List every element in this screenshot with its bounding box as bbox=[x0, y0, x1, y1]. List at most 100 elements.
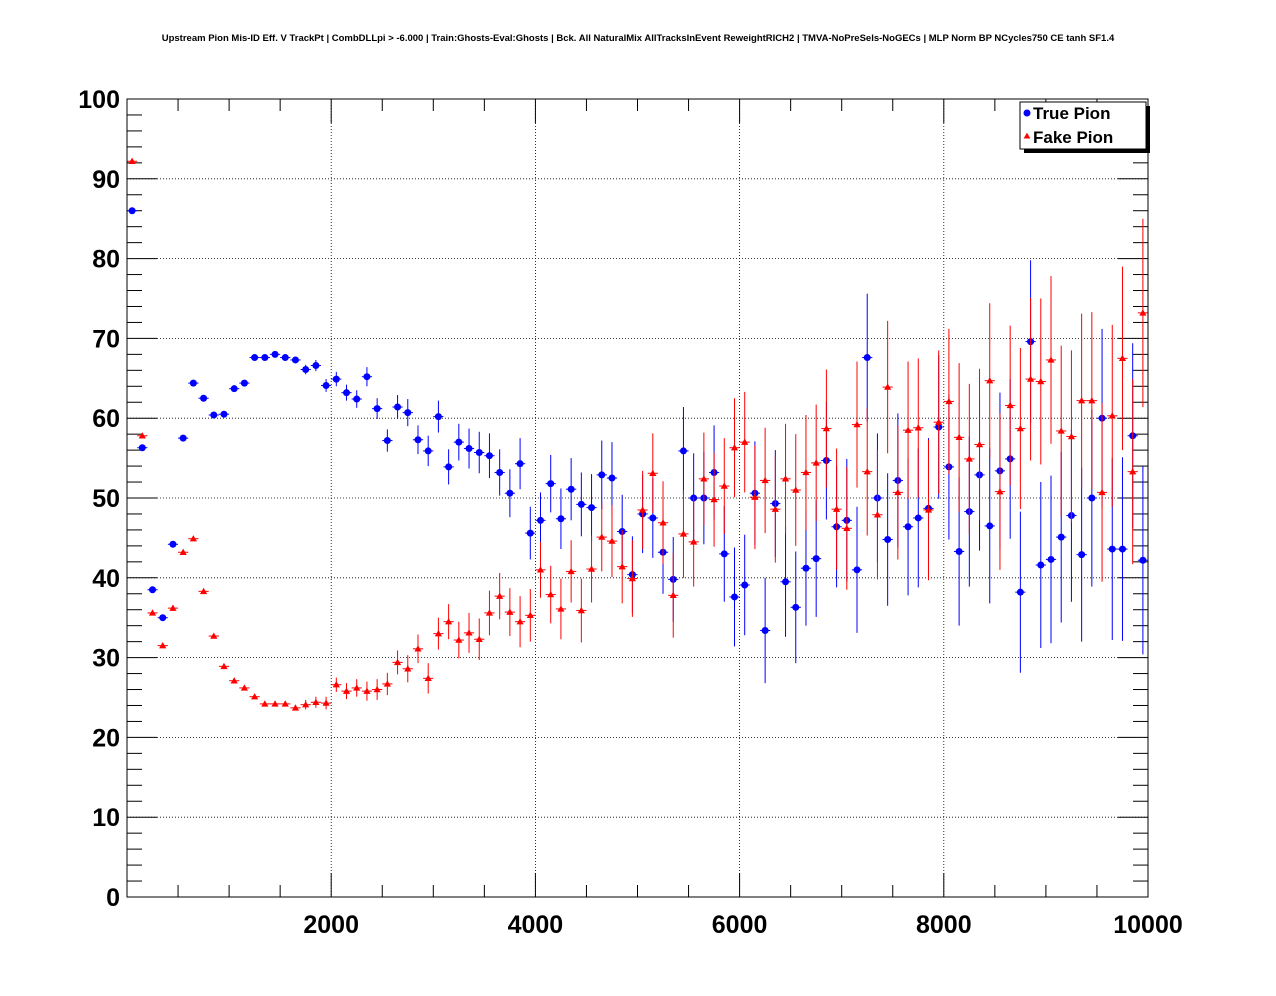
y-tick-label: 20 bbox=[92, 724, 120, 752]
x-tick-label: 6000 bbox=[712, 911, 768, 939]
fake-pion-point bbox=[547, 590, 555, 598]
true-pion-point bbox=[465, 445, 473, 453]
fake-pion-point bbox=[1047, 356, 1055, 363]
true-pion-point bbox=[986, 522, 994, 530]
fake-pion-point bbox=[771, 505, 779, 512]
fake-pion-point bbox=[526, 611, 534, 619]
x-tick-label: 10000 bbox=[1113, 911, 1183, 939]
fake-pion-point bbox=[179, 548, 187, 555]
true-pion-point bbox=[1016, 588, 1024, 596]
true-pion-point bbox=[567, 485, 575, 493]
true-pion-point bbox=[159, 614, 167, 622]
fake-pion-point bbox=[230, 677, 238, 684]
y-tick-label: 90 bbox=[92, 166, 120, 194]
fake-pion-point bbox=[741, 438, 749, 445]
plot-frame bbox=[126, 98, 1149, 898]
true-pion-point bbox=[853, 566, 861, 574]
fake-pion-point bbox=[506, 608, 514, 615]
true-pion-point bbox=[1088, 494, 1096, 502]
true-pion-point bbox=[230, 385, 238, 393]
fake-pion-point bbox=[414, 645, 422, 652]
true-pion-point bbox=[547, 480, 555, 488]
fake-pion-point bbox=[1037, 377, 1045, 385]
true-pion-point bbox=[210, 411, 218, 419]
true-pion-point bbox=[802, 564, 810, 572]
legend-marker-fake-pion bbox=[1023, 132, 1031, 139]
fake-pion-point bbox=[302, 701, 310, 708]
fake-pion-point bbox=[986, 377, 994, 384]
true-pion-point bbox=[496, 468, 504, 476]
true-pion-point bbox=[598, 471, 606, 479]
fake-pion-point bbox=[904, 426, 912, 433]
fake-pion-point bbox=[424, 674, 432, 682]
true-pion-point bbox=[720, 550, 728, 558]
fake-pion-point bbox=[945, 397, 953, 405]
true-pion-point bbox=[240, 379, 248, 387]
fake-pion-point bbox=[1129, 468, 1137, 475]
x-tick-label: 2000 bbox=[303, 911, 359, 939]
true-pion-point bbox=[353, 395, 361, 403]
true-pion-point bbox=[434, 413, 442, 421]
y-tick-label: 70 bbox=[92, 325, 120, 353]
true-pion-point bbox=[373, 405, 381, 413]
fake-pion-point bbox=[1118, 354, 1127, 362]
fake-pion-point bbox=[1088, 397, 1096, 404]
fake-pion-point bbox=[516, 618, 524, 625]
fake-pion-point bbox=[1067, 432, 1076, 440]
true-pion-point bbox=[455, 438, 463, 446]
fake-pion-point bbox=[485, 609, 494, 616]
fake-pion-point bbox=[965, 455, 973, 462]
fake-pion-point bbox=[649, 469, 657, 476]
true-pion-point bbox=[1078, 551, 1086, 559]
axis-ticks bbox=[127, 98, 1149, 898]
true-pion-point bbox=[516, 460, 524, 468]
true-pion-point bbox=[445, 463, 453, 471]
true-pion-point bbox=[312, 362, 320, 370]
fake-pion-point bbox=[894, 488, 902, 496]
fake-pion-point bbox=[496, 592, 504, 599]
fake-pion-point bbox=[220, 662, 228, 670]
fake-pion-point bbox=[363, 687, 371, 694]
true-pion-point bbox=[782, 578, 790, 586]
fake-pion-point bbox=[557, 605, 565, 612]
x-tick-label: 4000 bbox=[508, 911, 564, 939]
fake-pion-point bbox=[1016, 424, 1024, 432]
y-tick-label: 10 bbox=[92, 804, 120, 832]
true-pion-point bbox=[741, 581, 749, 589]
fake-pion-point bbox=[189, 535, 197, 542]
fake-pion-point bbox=[445, 618, 453, 625]
fake-pion-point bbox=[261, 700, 269, 707]
true-pion-point bbox=[1057, 533, 1065, 541]
fake-pion-point bbox=[210, 632, 218, 639]
true-pion-point bbox=[1108, 545, 1116, 553]
true-pion-point bbox=[904, 523, 912, 531]
fake-pion-point bbox=[271, 700, 279, 707]
fake-pion-point bbox=[730, 444, 739, 451]
true-pion-point bbox=[812, 555, 820, 563]
fake-pion-point bbox=[802, 468, 810, 476]
fake-pion-point bbox=[792, 486, 800, 493]
fake-pion-point bbox=[536, 566, 545, 573]
true-pion-point bbox=[588, 504, 596, 512]
true-pion-point bbox=[261, 354, 269, 362]
legend-box bbox=[1019, 101, 1147, 150]
fake-pion-point bbox=[322, 699, 330, 706]
true-pion-point bbox=[506, 489, 514, 497]
fake-pion-point bbox=[1026, 375, 1035, 382]
true-pion-point bbox=[1037, 561, 1045, 569]
fake-pion-point bbox=[404, 665, 412, 672]
fake-pion-point bbox=[465, 629, 473, 636]
true-pion-point bbox=[414, 436, 422, 444]
true-pion-point bbox=[271, 350, 279, 358]
true-pion-point bbox=[1139, 556, 1147, 564]
true-pion-point bbox=[792, 603, 800, 611]
y-tick-label: 30 bbox=[92, 645, 120, 673]
fake-pion-point bbox=[199, 587, 208, 595]
fake-pion-point bbox=[996, 488, 1004, 495]
fake-pion-point bbox=[812, 459, 820, 466]
fake-pion-point bbox=[863, 468, 871, 475]
fake-pion-point bbox=[608, 537, 616, 544]
true-pion-point bbox=[200, 394, 208, 402]
true-pion-point bbox=[649, 514, 657, 522]
fake-pion-point bbox=[332, 681, 340, 688]
